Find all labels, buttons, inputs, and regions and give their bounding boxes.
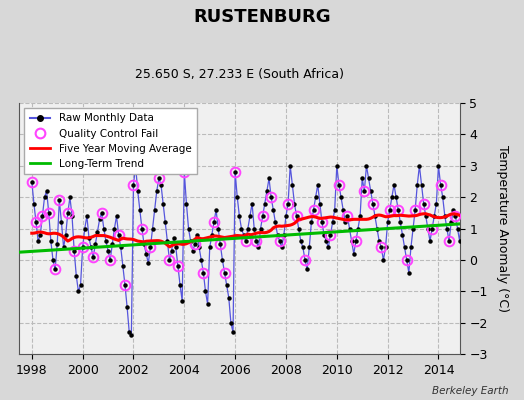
Text: RUSTENBURG: RUSTENBURG xyxy=(193,8,331,26)
Title: 25.650 S, 27.233 E (South Africa): 25.650 S, 27.233 E (South Africa) xyxy=(135,68,344,81)
Text: Berkeley Earth: Berkeley Earth xyxy=(432,386,508,396)
Legend: Raw Monthly Data, Quality Control Fail, Five Year Moving Average, Long-Term Tren: Raw Monthly Data, Quality Control Fail, … xyxy=(24,108,196,174)
Y-axis label: Temperature Anomaly (°C): Temperature Anomaly (°C) xyxy=(496,145,509,312)
